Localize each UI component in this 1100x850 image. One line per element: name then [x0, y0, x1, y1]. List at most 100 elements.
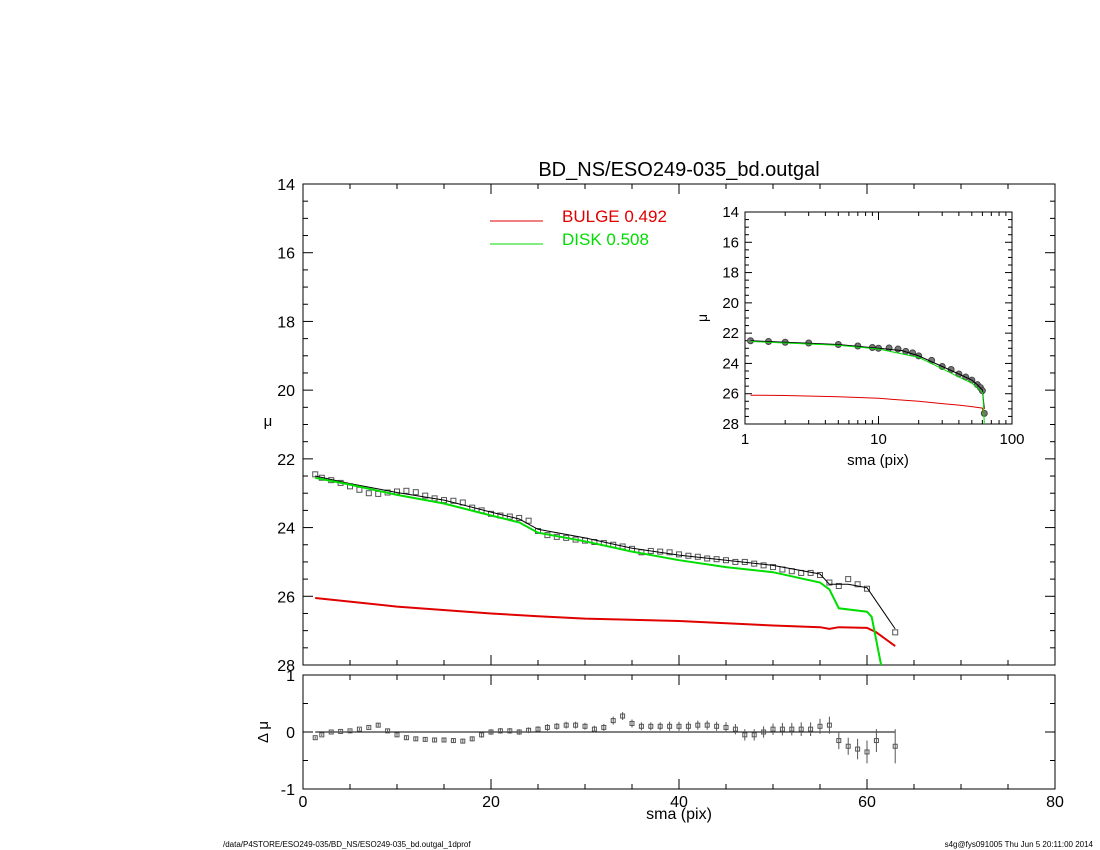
inset-data-point	[885, 344, 893, 352]
main-y-tick-label: 24	[277, 521, 295, 538]
inset-log-panel: μ sma (pix) 14 16 18 20 22 24 26 281 10 100	[694, 204, 1025, 469]
residual-data-point	[601, 724, 607, 730]
residual-data-point	[620, 713, 626, 719]
residual-data-point	[403, 735, 409, 741]
residual-data-point	[394, 732, 400, 738]
residual-data-point	[742, 732, 748, 738]
residual-data-point	[413, 736, 419, 742]
residual-data-point	[460, 738, 466, 744]
main-series-line-bulge	[315, 597, 896, 647]
inset-x-tick-label: 10	[870, 431, 887, 448]
inset-x-tick-label: 1	[741, 431, 749, 448]
main-data-point	[826, 579, 833, 586]
main-data-point	[403, 487, 410, 494]
main-profile-panel: BD_NS/ESO249-035_bd.outgal μ 14 16 18 20 22 2…	[264, 159, 1056, 675]
main-data-point	[525, 517, 532, 524]
inset-y-tick-label: 28	[722, 416, 739, 433]
residual-data-point	[582, 723, 588, 729]
residual-data-point	[704, 722, 710, 728]
inset-series-line-model	[750, 340, 985, 409]
residual-data-point	[516, 729, 522, 735]
inset-y-tick-label: 18	[722, 265, 739, 282]
residual-data-point	[826, 722, 832, 728]
residual-data-point	[375, 722, 381, 728]
residual-data-point	[845, 743, 851, 749]
residual-data-point	[610, 718, 616, 724]
main-data-point	[412, 489, 419, 496]
residual-data-point	[676, 723, 682, 729]
main-series-line-disk	[315, 476, 883, 665]
footer-timestamp: s4g@fys091005 Thu Jun 5 20:11:00 2014	[945, 840, 1094, 849]
main-data-point	[835, 582, 842, 589]
inset-series-group	[747, 337, 988, 424]
residual-x-tick-label: 80	[1046, 794, 1064, 811]
inset-data-point	[894, 345, 902, 353]
residual-data-point	[591, 726, 597, 732]
residual-data-point	[685, 723, 691, 729]
inset-series-line-bulge	[750, 394, 985, 416]
inset-plot-frame	[744, 211, 1013, 425]
inset-y-tick-label: 22	[722, 325, 739, 342]
main-y-tick-labels: 14 16 18 20 22 24 26 28	[277, 177, 295, 675]
residual-panel: Δ μ sma (pix) 10-10 20 40 60 80	[255, 668, 1064, 823]
main-series-line-model	[315, 475, 896, 630]
residual-data-point	[789, 726, 795, 732]
main-data-point	[365, 490, 372, 497]
residual-data-point	[554, 723, 560, 729]
main-data-point	[892, 629, 899, 636]
residual-data-point	[723, 724, 729, 730]
main-y-axis-label: μ	[264, 413, 273, 430]
main-data-point	[817, 571, 823, 578]
residual-data-point	[432, 737, 438, 743]
main-data-point	[854, 581, 861, 588]
main-y-tick-label: 28	[277, 658, 295, 675]
residual-data-point	[751, 732, 757, 738]
inset-series-line-disk	[750, 341, 985, 424]
residual-data-point	[544, 724, 550, 730]
legend-disk-label: DISK 0.508	[562, 230, 649, 249]
inset-x-tick-label: 100	[999, 431, 1024, 448]
main-data-point	[422, 492, 429, 499]
residual-data-point	[507, 728, 513, 734]
legend: BULGE 0.492 DISK 0.508	[490, 207, 667, 249]
main-data-point	[450, 497, 457, 504]
chart-title: BD_NS/ESO249-035_bd.outgal	[538, 159, 819, 181]
residual-data-point	[469, 736, 475, 742]
residual-data-point	[497, 728, 503, 734]
residual-data-point	[441, 737, 447, 743]
main-series-group	[312, 471, 899, 665]
inset-y-tick-label: 16	[722, 234, 739, 251]
residual-y-tick-label: 0	[286, 725, 295, 742]
residual-data-point	[648, 723, 654, 729]
inset-y-tick-label: 26	[722, 386, 739, 403]
residual-y-tick-label: 1	[286, 668, 295, 685]
residual-data-point	[488, 729, 494, 735]
residual-y-axis-label: Δ μ	[255, 721, 272, 743]
residual-data-point	[479, 732, 485, 738]
main-y-tick-label: 22	[277, 452, 295, 469]
footer-file-path: /data/P4STORE/ESO249-035/BD_NS/ESO249-03…	[223, 840, 471, 849]
main-data-point	[312, 471, 319, 478]
residual-data-point	[667, 723, 673, 729]
inset-x-axis-label: sma (pix)	[847, 452, 909, 469]
residual-data-point	[798, 726, 804, 732]
main-data-point	[666, 549, 673, 556]
residual-data-point	[526, 727, 532, 733]
residual-data-point	[732, 726, 738, 732]
residual-data-point	[573, 722, 579, 728]
residual-data-point	[535, 726, 541, 732]
residual-data-point	[657, 723, 663, 729]
residual-data-point	[328, 729, 334, 735]
residual-data-point	[422, 736, 428, 742]
residual-tick-labels: 10-10 20 40 60 80	[281, 668, 1064, 811]
residual-data-point	[695, 722, 701, 728]
inset-axis-ticks	[744, 211, 1013, 425]
residual-data-point	[366, 724, 372, 730]
residual-y-tick-label: -1	[281, 782, 295, 799]
residual-data-point	[319, 732, 325, 738]
residual-data-point	[338, 728, 344, 734]
residual-x-tick-label: 0	[299, 794, 308, 811]
inset-y-tick-label: 24	[722, 355, 739, 372]
residual-x-tick-label: 40	[670, 794, 688, 811]
